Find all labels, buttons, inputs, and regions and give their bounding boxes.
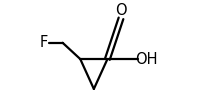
Text: F: F	[40, 35, 48, 50]
Text: O: O	[115, 3, 127, 18]
Text: OH: OH	[135, 52, 157, 67]
